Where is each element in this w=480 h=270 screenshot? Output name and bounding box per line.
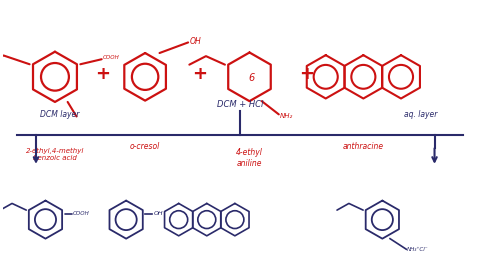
Text: OH: OH [154, 211, 164, 217]
Text: DCM + HCl: DCM + HCl [217, 100, 263, 109]
Text: COOH: COOH [73, 211, 90, 217]
Text: COOH: COOH [103, 55, 120, 60]
Text: +: + [299, 65, 314, 83]
Text: anthracine: anthracine [343, 141, 384, 151]
Text: +: + [95, 65, 110, 83]
Text: OH: OH [190, 37, 201, 46]
Text: DCM layer: DCM layer [40, 110, 79, 119]
Text: 4-ethyl
aniline: 4-ethyl aniline [236, 148, 263, 168]
Text: NH₂: NH₂ [280, 113, 293, 119]
Text: o-cresol: o-cresol [130, 141, 160, 151]
Text: +: + [192, 65, 207, 83]
Text: NH₃⁺Cl⁻: NH₃⁺Cl⁻ [407, 247, 429, 252]
Text: 6: 6 [249, 73, 255, 83]
Text: 2-ethyl,4-methyl
benzoic acid: 2-ethyl,4-methyl benzoic acid [26, 148, 84, 161]
Text: aq. layer: aq. layer [404, 110, 437, 119]
